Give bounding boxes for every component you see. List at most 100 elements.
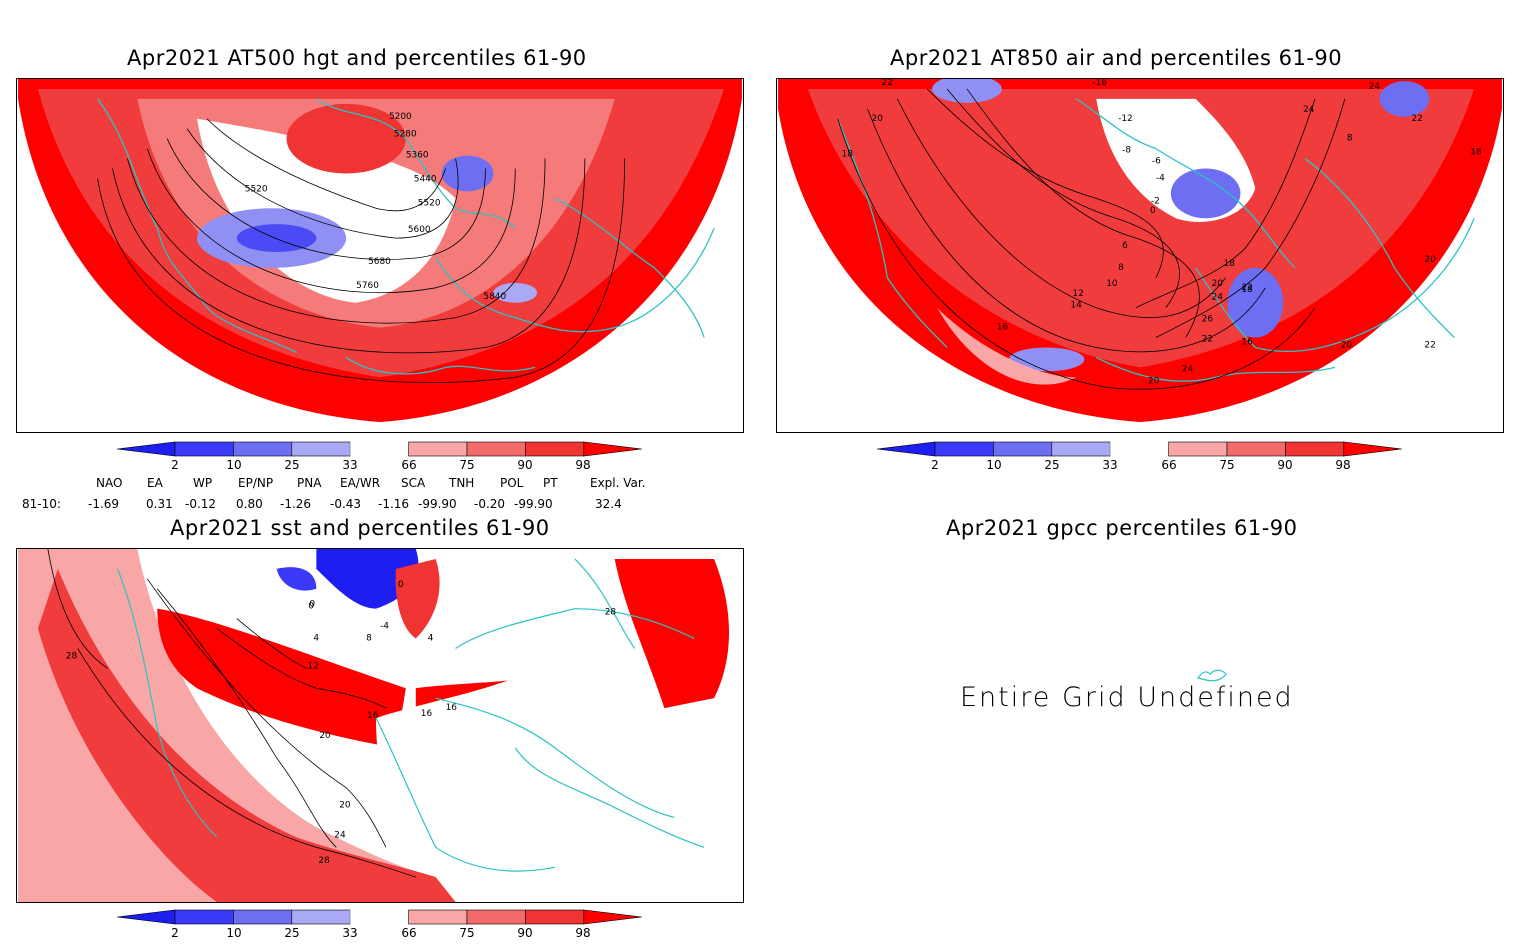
index-header: NAO bbox=[96, 476, 123, 490]
contour-label: 12 bbox=[1072, 289, 1083, 299]
colorbar-bottom: 2 10 25 33 66 75 90 98 bbox=[117, 908, 645, 950]
colorbar-swatch bbox=[408, 441, 468, 457]
contour-label: -12 bbox=[1118, 114, 1133, 124]
percentile-field-high-north bbox=[395, 558, 440, 639]
index-header: WP bbox=[193, 476, 213, 490]
colorbar-label: 75 bbox=[459, 458, 475, 472]
contour-label: 18 bbox=[1470, 148, 1482, 158]
contour-label: 20 bbox=[339, 801, 351, 811]
colorbar-swatch bbox=[408, 909, 468, 925]
land-mask-europe bbox=[376, 648, 715, 879]
contour-label: 22 bbox=[1202, 335, 1213, 345]
contour-label: 8 bbox=[1347, 134, 1353, 144]
colorbar-label: 2 bbox=[931, 458, 939, 472]
contour-label: 0 bbox=[398, 580, 404, 590]
colorbar-swatch bbox=[233, 909, 293, 925]
colorbar-label: 33 bbox=[342, 926, 358, 940]
colorbar-swatch bbox=[934, 441, 994, 457]
map-hgt: 5200 5280 5360 5440 5520 5520 5600 5680 … bbox=[18, 79, 742, 432]
colorbar-label: 10 bbox=[986, 458, 1002, 472]
colorbar-swatch bbox=[1285, 441, 1345, 457]
colorbar-swatch bbox=[993, 441, 1053, 457]
contour-label: 22 bbox=[1241, 283, 1252, 293]
index-value: 32.4 bbox=[595, 497, 622, 511]
percentile-field-low-10 bbox=[276, 567, 317, 591]
coastlines bbox=[837, 98, 1475, 382]
contour-label: 5760 bbox=[356, 281, 379, 291]
index-value: -1.16 bbox=[378, 497, 410, 511]
colorbar-swatch bbox=[291, 441, 351, 457]
colorbar-arrow-high bbox=[1343, 441, 1402, 457]
colorbar-swatch bbox=[525, 441, 585, 457]
colorbar-label: 2 bbox=[171, 458, 179, 472]
contour-label: 24 bbox=[334, 830, 346, 840]
colorbar-label: 33 bbox=[342, 458, 358, 472]
map-sst: 0 0 4 -4 8 12 16 16 16 20 20 24 28 28 28… bbox=[18, 549, 730, 902]
colorbar-label: 10 bbox=[226, 926, 242, 940]
index-value: -0.20 bbox=[474, 497, 506, 511]
colorbar-swatch bbox=[350, 910, 409, 924]
contour-label: -4 bbox=[380, 622, 389, 632]
contour-label: 5440 bbox=[414, 174, 437, 184]
contour-label: 28 bbox=[66, 651, 78, 661]
map-panel-sst: 0 0 4 -4 8 12 16 16 16 20 20 24 28 28 28… bbox=[16, 548, 744, 903]
contour-label: 18 bbox=[1224, 259, 1236, 269]
colorbar-label: 25 bbox=[284, 926, 300, 940]
colorbar-label: 25 bbox=[1044, 458, 1060, 472]
colorbar-label: 25 bbox=[284, 458, 300, 472]
colorbar-swatch bbox=[233, 441, 293, 457]
contour-label: 20 bbox=[1148, 376, 1160, 386]
contour-label: 10 bbox=[1106, 279, 1118, 289]
colorbar-label: 75 bbox=[459, 926, 475, 940]
colorbar-arrow-low bbox=[877, 441, 936, 457]
contour-labels: 22 20 18 -16 -12 -8 -6 -4 -2 0 6 8 10 12… bbox=[842, 79, 1482, 386]
colorbar-swatch bbox=[291, 909, 351, 925]
percentile-field-high bbox=[157, 608, 406, 748]
contour-label: 0 bbox=[309, 600, 315, 610]
map-air: 22 20 18 -16 -12 -8 -6 -4 -2 0 6 8 10 12… bbox=[778, 79, 1502, 432]
colorbar-label: 75 bbox=[1219, 458, 1235, 472]
contour-label: 20 bbox=[872, 114, 884, 124]
colorbar-label: 98 bbox=[575, 458, 591, 472]
contour-label: 24 bbox=[1182, 364, 1194, 374]
colorbar-arrow-high bbox=[583, 441, 642, 457]
contour-label: 16 bbox=[997, 323, 1009, 333]
contour-label: 6 bbox=[1122, 241, 1128, 251]
index-header: EA/WR bbox=[340, 476, 381, 490]
contour-label: 22 bbox=[1424, 340, 1435, 350]
index-row-label: 81-10: bbox=[22, 497, 61, 511]
percentile-field-66 bbox=[18, 549, 456, 902]
colorbar-swatch bbox=[466, 441, 526, 457]
contour-label: 5520 bbox=[418, 198, 441, 208]
contour-label: 28 bbox=[605, 608, 617, 618]
colorbar-swatch bbox=[174, 909, 234, 925]
colorbar-label: 66 bbox=[1161, 458, 1177, 472]
contour-label: 0 bbox=[1150, 206, 1156, 216]
index-value: 0.31 bbox=[146, 497, 173, 511]
coastlines bbox=[97, 98, 715, 375]
percentile-field-low-33 bbox=[1008, 347, 1085, 372]
colorbar-top-right: 2 10 25 33 66 75 90 98 bbox=[877, 440, 1405, 482]
contour-label: 16 bbox=[367, 711, 379, 721]
contour-label: 16 bbox=[421, 709, 433, 719]
panel-title-gpcc: Apr2021 gpcc percentiles 61-90 bbox=[946, 516, 1298, 540]
contour-label: 24 bbox=[1303, 105, 1315, 115]
domain-mask-left bbox=[778, 228, 1140, 432]
percentile-field-low-10 bbox=[236, 224, 317, 253]
map-panel-air: 22 20 18 -16 -12 -8 -6 -4 -2 0 6 8 10 12… bbox=[776, 78, 1504, 433]
colorbar-arrow-low bbox=[117, 441, 176, 457]
colorbar-label: 10 bbox=[226, 458, 242, 472]
index-value: -1.69 bbox=[88, 497, 120, 511]
contour-label: 26 bbox=[1202, 315, 1214, 325]
percentile-field-low-top bbox=[932, 79, 1002, 103]
contour-label: 0 bbox=[308, 602, 314, 612]
index-value: -0.43 bbox=[330, 497, 362, 511]
index-value: -0.12 bbox=[185, 497, 217, 511]
percentile-field-low-2 bbox=[316, 549, 419, 609]
colorbar-ramp bbox=[117, 909, 642, 925]
colorbar-label: 90 bbox=[517, 926, 533, 940]
contour-label: 4 bbox=[313, 633, 319, 643]
colorbar-label: 66 bbox=[401, 458, 417, 472]
index-value: -1.26 bbox=[280, 497, 312, 511]
colorbar-ramp bbox=[877, 441, 1402, 457]
